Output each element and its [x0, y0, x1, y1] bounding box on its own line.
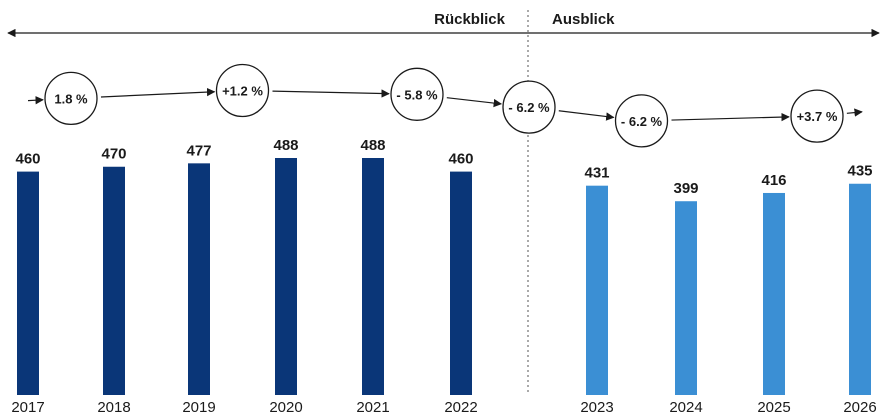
trend-segment: [100, 87, 216, 98]
trend-segment: [446, 97, 503, 108]
x-tick-2024: 2024: [669, 399, 702, 416]
value-label-2017: 460: [15, 151, 40, 168]
bar-2020: [275, 158, 297, 395]
change-circle-2021-2022: [390, 67, 444, 121]
value-label-2020: 488: [273, 137, 298, 154]
section-label-retrospective: Rückblick: [434, 11, 506, 28]
change-circle-2023-2024: [614, 94, 669, 148]
bars-group: 460 2017 470 2018 477 2019 488 2020 488 2021 460 20…: [11, 137, 876, 416]
bar-2025: [763, 192, 785, 395]
x-tick-2021: 2021: [356, 399, 389, 416]
trend-segment: [558, 110, 615, 121]
value-label-2024: 399: [673, 180, 698, 197]
trend-segment: [671, 112, 790, 122]
section-label-outlook: Ausblick: [552, 11, 615, 28]
trend-segment: [27, 96, 44, 105]
value-label-2021: 488: [360, 137, 385, 154]
bar-2026: [849, 183, 871, 395]
value-label-2019: 477: [186, 142, 211, 159]
trend-segment: [272, 89, 390, 98]
x-tick-2026: 2026: [843, 399, 876, 416]
change-label-2021-2022: - 5.8 %: [396, 87, 438, 102]
bar-2019: [188, 163, 210, 395]
value-label-2023: 431: [584, 165, 609, 182]
change-circles-group: 1.8 % +1.2 % - 5.8 % - 6.2 % - 6.2 % +3.7 %: [44, 63, 844, 148]
change-circle-2022-2023: [502, 80, 556, 134]
trend-segment: [846, 108, 863, 117]
x-tick-2017: 2017: [11, 399, 44, 416]
change-circle-2017-2018: [44, 71, 98, 125]
change-label-2025-2026: +3.7 %: [797, 109, 838, 124]
change-label-2023-2024: - 6.2 %: [621, 114, 663, 129]
value-label-2026: 435: [847, 163, 872, 180]
x-tick-2018: 2018: [97, 399, 130, 416]
change-circle-2025-2026: [790, 89, 844, 143]
trend-line-group: [27, 87, 863, 122]
change-label-2022-2023: - 6.2 %: [508, 100, 550, 115]
bar-2024: [675, 201, 697, 395]
x-tick-2022: 2022: [444, 399, 477, 416]
value-label-2018: 470: [101, 146, 126, 163]
change-label-2017-2018: 1.8 %: [54, 91, 88, 106]
value-label-2025: 416: [761, 172, 786, 189]
change-circle-2019-2020: [215, 63, 270, 118]
bar-2017: [17, 171, 39, 395]
x-tick-2019: 2019: [182, 399, 215, 416]
bar-2023: [586, 185, 608, 395]
bar-2021: [362, 158, 384, 395]
x-tick-2020: 2020: [269, 399, 302, 416]
bar-2022: [450, 171, 472, 395]
x-tick-2025: 2025: [757, 399, 790, 416]
x-tick-2023: 2023: [580, 399, 613, 416]
bar-2018: [103, 166, 125, 395]
change-label-2019-2020: +1.2 %: [222, 83, 263, 98]
value-label-2022: 460: [448, 151, 473, 168]
